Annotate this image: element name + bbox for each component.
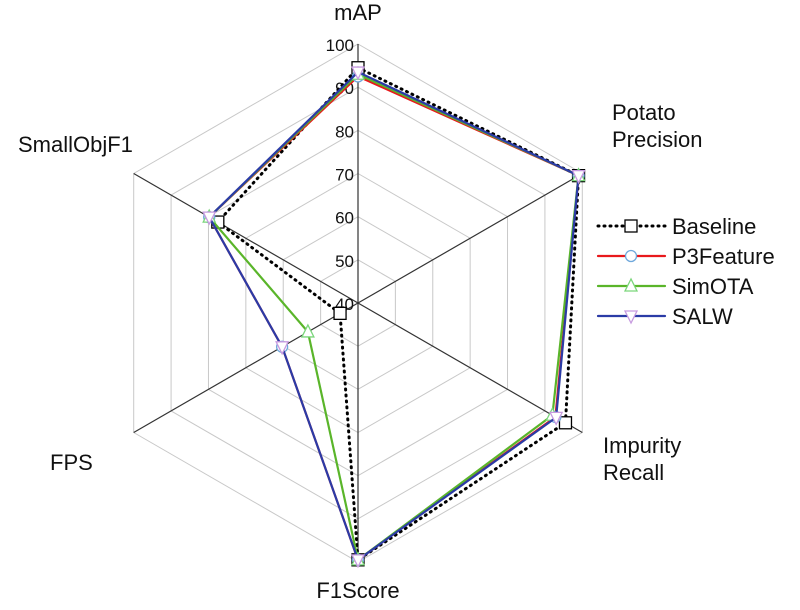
data-point-salw (202, 211, 217, 226)
axis-line (357, 172, 583, 304)
axis-label: SmallObjF1 (18, 132, 133, 157)
tick-label: 60 (335, 209, 354, 228)
legend-label: SALW (672, 304, 733, 329)
series-line-salw (207, 70, 580, 562)
legend-marker (624, 219, 638, 233)
legend-label: Baseline (672, 214, 756, 239)
data-point-baseline (333, 306, 347, 321)
data-point-salw (350, 554, 366, 569)
legend-label: SimOTA (672, 274, 754, 299)
legend-marker (623, 310, 639, 325)
data-point-salw (275, 341, 290, 356)
axis-line (133, 172, 359, 304)
tick-label: 70 (335, 166, 354, 185)
tick-label: 80 (335, 122, 354, 141)
axis-label: F1Score (316, 578, 399, 603)
tick-label: 50 (335, 252, 354, 271)
series-line-baseline (215, 65, 581, 563)
axis-label: Potato Precision (612, 100, 702, 152)
tick-label: 100 (326, 36, 354, 55)
data-point-salw (350, 66, 366, 81)
axis-label: Impurity Recall (603, 433, 681, 485)
legend-label: P3Feature (672, 244, 775, 269)
axis-line (357, 302, 583, 434)
legend-marker (624, 249, 638, 263)
axis-label: mAP (334, 0, 382, 25)
axis-line (133, 302, 359, 434)
axis-label: FPS (50, 450, 93, 475)
data-point-salw (571, 170, 586, 185)
data-point-simota (300, 323, 315, 338)
data-point-baseline (558, 416, 573, 430)
data-point-salw (549, 411, 564, 426)
legend-marker (623, 277, 639, 292)
